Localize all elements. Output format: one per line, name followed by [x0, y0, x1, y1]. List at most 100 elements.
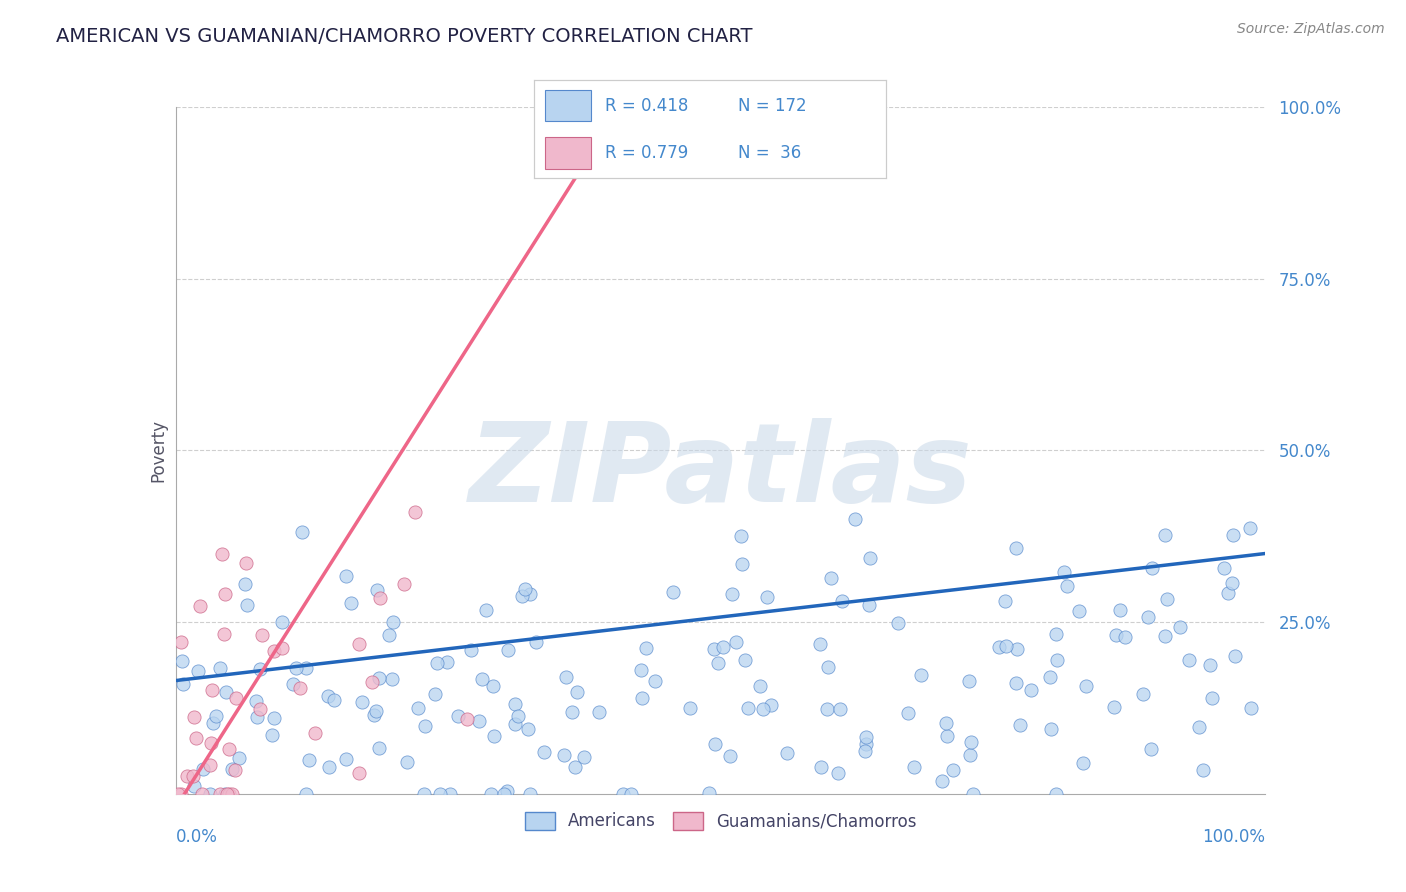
Point — [382, 615, 405, 629]
Point — [519, 586, 541, 600]
Point — [903, 760, 925, 774]
Point — [200, 758, 222, 772]
Text: 0.0%: 0.0% — [176, 828, 218, 847]
Point — [1046, 653, 1069, 667]
Text: R = 0.418: R = 0.418 — [605, 97, 688, 115]
Point — [721, 587, 744, 601]
Point — [959, 734, 981, 748]
Point — [1132, 687, 1154, 701]
Point — [335, 751, 357, 765]
Point — [214, 587, 236, 601]
Point — [496, 784, 519, 798]
Point — [170, 654, 193, 668]
Point — [208, 787, 231, 801]
Point — [468, 714, 491, 729]
Point — [1039, 670, 1062, 684]
Text: 100.0%: 100.0% — [1202, 828, 1265, 847]
Point — [936, 729, 959, 743]
Point — [1213, 561, 1236, 575]
Point — [697, 786, 720, 800]
Point — [561, 705, 583, 719]
Point — [636, 641, 658, 656]
Point — [394, 577, 416, 591]
Point — [200, 736, 222, 750]
Point — [844, 512, 866, 526]
Point — [187, 665, 209, 679]
Point — [533, 745, 555, 759]
Point — [245, 694, 267, 708]
Point — [235, 598, 257, 612]
Point — [503, 716, 526, 731]
Point — [423, 687, 446, 701]
Point — [218, 741, 240, 756]
Point — [942, 763, 965, 777]
Point — [1074, 679, 1097, 693]
Point — [855, 730, 877, 744]
Point — [1102, 699, 1125, 714]
Point — [471, 672, 494, 686]
Point — [959, 748, 981, 763]
Point — [347, 766, 370, 780]
Point — [429, 787, 451, 801]
Point — [1056, 579, 1078, 593]
Point — [1239, 521, 1261, 535]
Bar — [544, 137, 591, 169]
Point — [368, 672, 391, 686]
Point — [1220, 575, 1243, 590]
Point — [368, 740, 391, 755]
Point — [619, 787, 641, 801]
Point — [381, 673, 404, 687]
Text: Source: ZipAtlas.com: Source: ZipAtlas.com — [1237, 22, 1385, 37]
Point — [630, 691, 652, 706]
Point — [752, 702, 775, 716]
Text: AMERICAN VS GUAMANIAN/CHAMORRO POVERTY CORRELATION CHART: AMERICAN VS GUAMANIAN/CHAMORRO POVERTY C… — [56, 27, 752, 45]
Point — [235, 556, 257, 570]
Point — [228, 751, 250, 765]
Point — [217, 787, 239, 801]
Point — [224, 764, 246, 778]
Point — [1222, 528, 1244, 542]
Point — [519, 787, 541, 801]
Point — [209, 660, 232, 674]
Point — [508, 709, 530, 723]
Point — [831, 594, 853, 608]
Point — [366, 582, 388, 597]
Point — [704, 737, 727, 751]
Point — [214, 787, 236, 801]
Point — [731, 557, 754, 571]
Point — [363, 708, 385, 723]
Point — [201, 683, 224, 698]
Point — [935, 715, 957, 730]
Point — [439, 787, 461, 801]
Point — [734, 652, 756, 666]
Point — [246, 709, 269, 723]
Point — [482, 729, 505, 743]
Point — [1071, 756, 1094, 770]
Point — [1067, 604, 1090, 618]
Point — [413, 787, 436, 801]
Point — [413, 719, 436, 733]
Point — [994, 593, 1017, 607]
Point — [183, 779, 205, 793]
Point — [1240, 701, 1263, 715]
Point — [931, 774, 953, 789]
Point — [233, 576, 256, 591]
Point — [460, 643, 482, 657]
Point — [218, 787, 240, 801]
Point — [316, 689, 339, 703]
Point — [1201, 690, 1223, 705]
Point — [858, 599, 880, 613]
Point — [776, 746, 799, 760]
Point — [1045, 627, 1067, 641]
Point — [183, 710, 205, 724]
Point — [426, 656, 449, 670]
Point — [810, 759, 832, 773]
Point — [215, 685, 238, 699]
Point — [828, 702, 851, 716]
Legend: Americans, Guamanians/Chamorros: Americans, Guamanians/Chamorros — [517, 805, 924, 837]
Point — [1108, 603, 1130, 617]
Point — [756, 590, 779, 604]
Point — [572, 750, 595, 764]
Point — [962, 787, 984, 801]
Point — [482, 679, 505, 693]
